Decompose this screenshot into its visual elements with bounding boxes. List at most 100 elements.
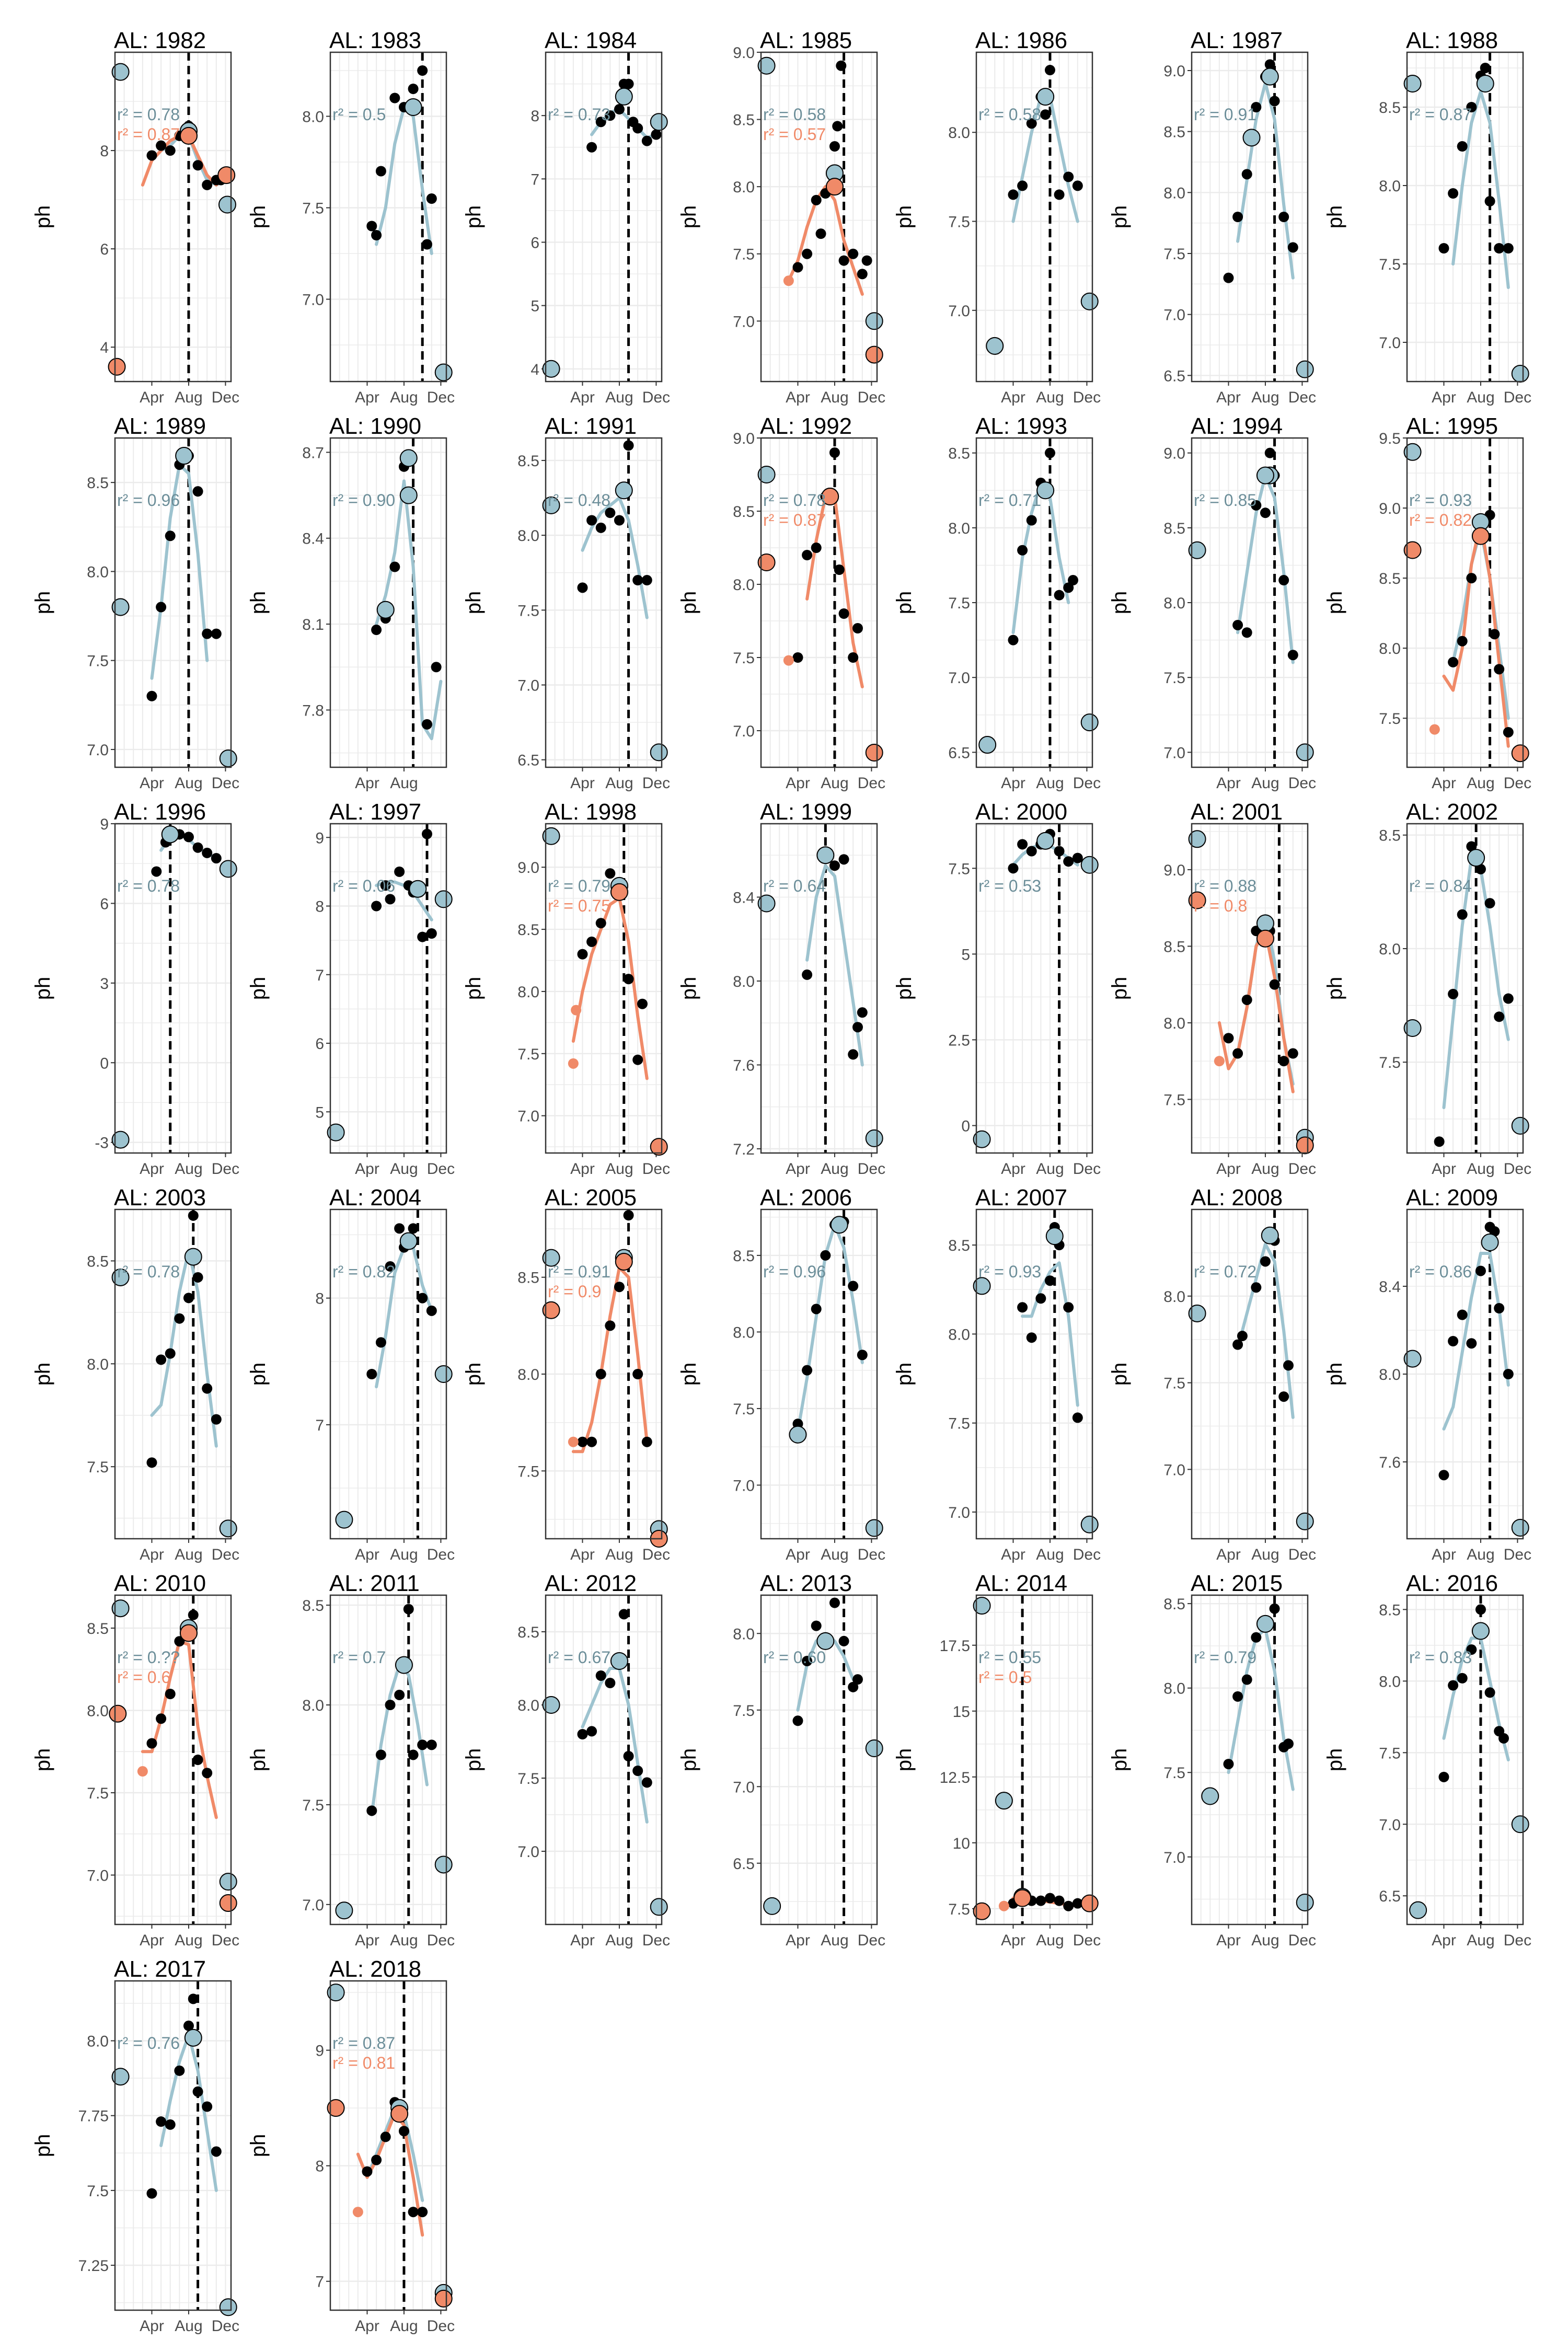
- plot-border: [545, 1208, 663, 1540]
- y-tick-label: 8: [531, 108, 539, 125]
- x-tick-label: Apr: [140, 1932, 164, 1949]
- data-point: [1063, 856, 1074, 867]
- y-tick-label: 6.5: [1163, 367, 1185, 385]
- y-tick-label: 8.5: [948, 445, 970, 463]
- plot-border: [545, 51, 663, 383]
- data-point: [792, 652, 803, 663]
- endpoint-blue: [973, 1597, 991, 1615]
- x-tick-label: Apr: [140, 1160, 164, 1178]
- r2-label-orange: r² = 0.8: [1194, 896, 1247, 915]
- x-tick-label: Dec: [427, 1932, 455, 1949]
- endpoint-blue: [1296, 360, 1314, 378]
- x-tick-label: Aug: [1251, 1546, 1279, 1563]
- y-tick-label: 10: [953, 1835, 970, 1852]
- data-point: [829, 1597, 840, 1608]
- x-tick-label: Apr: [570, 1160, 595, 1178]
- data-point: [1017, 545, 1028, 556]
- r2-label-blue: r² = 0.48: [548, 491, 610, 510]
- y-tick-label: 8.4: [733, 889, 755, 906]
- x-tick-label: Dec: [1288, 1160, 1316, 1178]
- r2-label-blue: r² = 0.67: [548, 1648, 610, 1667]
- x-tick-label: Aug: [605, 1160, 633, 1178]
- data-point: [1457, 636, 1468, 647]
- y-tick-label: 8.0: [87, 563, 109, 581]
- r2-label-blue: r² = 0.??: [117, 1648, 180, 1667]
- data-point: [1017, 1302, 1028, 1313]
- r2-label-blue: r² = 0.06: [332, 877, 395, 895]
- x-tick-label: Dec: [1504, 1932, 1531, 1949]
- r2-label-blue: r² = 0.88: [1194, 877, 1256, 895]
- data-point: [632, 1054, 643, 1065]
- x-tick-label: Dec: [212, 1932, 239, 1949]
- x-tick-label: Apr: [1216, 1932, 1241, 1949]
- y-axis-label: ph: [1108, 977, 1131, 1000]
- y-tick-label: 8.0: [302, 1697, 324, 1714]
- fit-curve-blue: [150, 1249, 218, 1448]
- x-tick-label: Apr: [1216, 1546, 1241, 1563]
- data-point: [1503, 993, 1514, 1004]
- data-point: [1466, 102, 1477, 112]
- y-tick-label: 7.5: [948, 1415, 970, 1433]
- panel-title: AL: 1991: [545, 413, 637, 439]
- y-tick-label: 7: [315, 1417, 324, 1434]
- data-point-orange: [568, 1436, 579, 1447]
- plot-area: [546, 1595, 662, 1924]
- data-point: [836, 60, 847, 71]
- panel-1994: AL: 1994 7.0 7.5 8.0 8.5 9.0 Apr Aug Dec ph r² = 0…: [1108, 413, 1316, 792]
- data-point: [1054, 590, 1065, 601]
- x-tick-label: Dec: [858, 1160, 885, 1178]
- x-tick-label: Dec: [427, 389, 455, 406]
- x-tick-label: Aug: [1467, 775, 1494, 792]
- y-tick-label: 7.5: [1163, 1765, 1185, 1782]
- data-point: [623, 1751, 634, 1761]
- y-tick-label: 7.6: [1379, 1454, 1401, 1471]
- data-point-blue: [399, 486, 418, 504]
- data-point: [1072, 1412, 1083, 1423]
- plot-border: [1191, 1208, 1309, 1540]
- x-tick-label: Aug: [821, 1546, 848, 1563]
- y-axis-label: ph: [31, 205, 54, 229]
- endpoint-blue: [1403, 75, 1422, 93]
- r2-label-blue: r² = 0.55: [978, 1648, 1041, 1667]
- data-point: [1063, 171, 1074, 182]
- data-point: [1044, 1893, 1055, 1904]
- data-point: [1475, 1265, 1486, 1276]
- plot-area: [115, 824, 231, 1153]
- x-tick-label: Aug: [1251, 389, 1279, 406]
- endpoint-blue: [1296, 1512, 1314, 1530]
- x-tick-label: Dec: [427, 1546, 455, 1563]
- y-tick-label: 7.0: [1163, 744, 1185, 762]
- y-tick-label: 7.0: [733, 723, 755, 740]
- data-point: [1241, 1674, 1252, 1685]
- data-point: [802, 969, 813, 980]
- data-point: [848, 1049, 859, 1060]
- endpoint-blue: [434, 1855, 453, 1874]
- data-point-blue: [1242, 129, 1261, 147]
- y-tick-label: 8.0: [1163, 185, 1185, 202]
- peak-point-orange: [179, 126, 198, 145]
- endpoint-blue: [1188, 1304, 1206, 1322]
- plot-border: [114, 823, 232, 1154]
- endpoint-blue: [650, 113, 668, 131]
- y-tick-label: 7.5: [302, 1797, 324, 1814]
- endpoint-blue: [1201, 1787, 1219, 1805]
- data-point: [641, 575, 652, 586]
- data-point: [1008, 189, 1019, 200]
- y-tick-label: 8.5: [1163, 938, 1185, 955]
- endpoint-blue: [218, 195, 236, 214]
- endpoint-blue: [111, 1599, 130, 1618]
- r2-label-blue: r² = 0.87: [332, 2034, 395, 2053]
- y-axis-label: ph: [462, 1363, 485, 1386]
- y-axis-label: ph: [31, 977, 54, 1000]
- data-point: [1448, 1336, 1459, 1346]
- data-point: [848, 652, 859, 663]
- y-tick-label: 8.0: [302, 109, 324, 126]
- data-point: [1241, 627, 1252, 638]
- data-point: [614, 104, 625, 115]
- endpoint-blue: [111, 1131, 130, 1149]
- data-point: [1498, 1733, 1509, 1744]
- endpoint-orange: [1403, 541, 1422, 559]
- peak-point-orange: [390, 2105, 409, 2123]
- x-tick-label: Dec: [1288, 1932, 1316, 1949]
- plot-area: [761, 1209, 877, 1539]
